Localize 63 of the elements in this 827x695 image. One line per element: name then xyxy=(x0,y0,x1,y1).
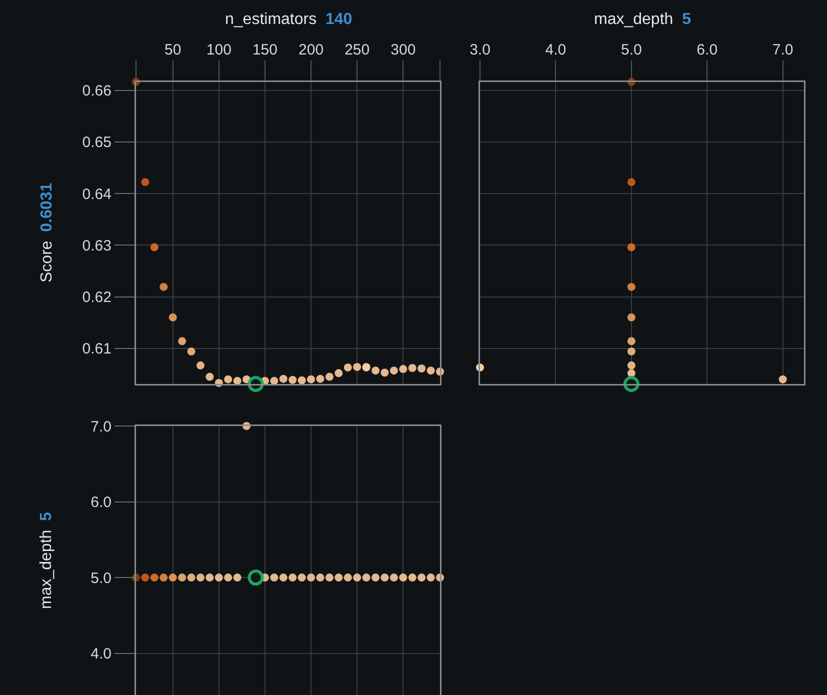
y-tick-label: 0.63 xyxy=(82,237,112,254)
point xyxy=(778,375,787,384)
point xyxy=(168,313,177,322)
x-tick-label: 5.0 xyxy=(620,42,642,58)
y-tick-label: 6.0 xyxy=(90,494,112,512)
point xyxy=(288,376,297,384)
y-tick-label: 0.62 xyxy=(82,289,112,306)
point xyxy=(390,366,398,375)
x-tick-label: 6.0 xyxy=(696,42,718,58)
y-axis-title: Score 0.6031 xyxy=(38,182,56,282)
x-axis-title: n_estimators 140 xyxy=(225,11,352,28)
point xyxy=(187,347,196,356)
point xyxy=(150,243,158,252)
point xyxy=(224,375,232,384)
y-tick-label: 0.64 xyxy=(82,186,112,203)
point xyxy=(627,337,636,346)
x-tick-label: 200 xyxy=(298,42,324,58)
y-tick-label: 5.0 xyxy=(90,570,112,587)
point xyxy=(270,376,278,385)
x-tick-label: 4.0 xyxy=(545,42,566,58)
point xyxy=(627,361,636,370)
point xyxy=(233,376,242,385)
point xyxy=(248,376,264,392)
point xyxy=(334,369,343,378)
point xyxy=(627,347,636,356)
point xyxy=(399,365,408,374)
point xyxy=(141,178,150,186)
x-tick-label: 50 xyxy=(164,42,182,58)
point xyxy=(178,337,186,346)
point xyxy=(344,363,352,372)
point xyxy=(426,366,435,375)
point xyxy=(279,374,288,383)
point xyxy=(418,364,426,373)
point xyxy=(307,375,316,384)
y-axis-title: max_depth 5 xyxy=(38,512,55,609)
x-tick-label: 300 xyxy=(390,42,416,58)
point xyxy=(316,374,324,383)
x-tick-label: 150 xyxy=(252,42,278,58)
point xyxy=(353,362,362,371)
point xyxy=(196,361,204,370)
point xyxy=(372,366,380,375)
x-tick-label: 100 xyxy=(206,42,232,58)
point xyxy=(627,369,636,378)
point xyxy=(627,243,636,252)
y-tick-label: 0.66 xyxy=(82,82,112,100)
y-tick-label: 0.61 xyxy=(82,340,112,358)
point xyxy=(623,376,640,392)
x-tick-label: 250 xyxy=(344,42,370,58)
point xyxy=(408,364,416,372)
point xyxy=(627,313,636,322)
point xyxy=(206,372,214,381)
x-tick-label: 3.0 xyxy=(470,42,490,58)
y-tick-label: 4.0 xyxy=(90,646,112,663)
point xyxy=(627,178,636,186)
x-axis-title: max_depth 5 xyxy=(594,11,692,28)
point xyxy=(160,282,168,291)
point xyxy=(380,368,389,377)
y-tick-label: 0.65 xyxy=(82,134,112,152)
point xyxy=(325,372,334,381)
y-tick-label: 7.0 xyxy=(90,418,112,436)
x-tick-label: 7.0 xyxy=(772,42,794,58)
point xyxy=(298,376,306,384)
point xyxy=(627,282,636,291)
